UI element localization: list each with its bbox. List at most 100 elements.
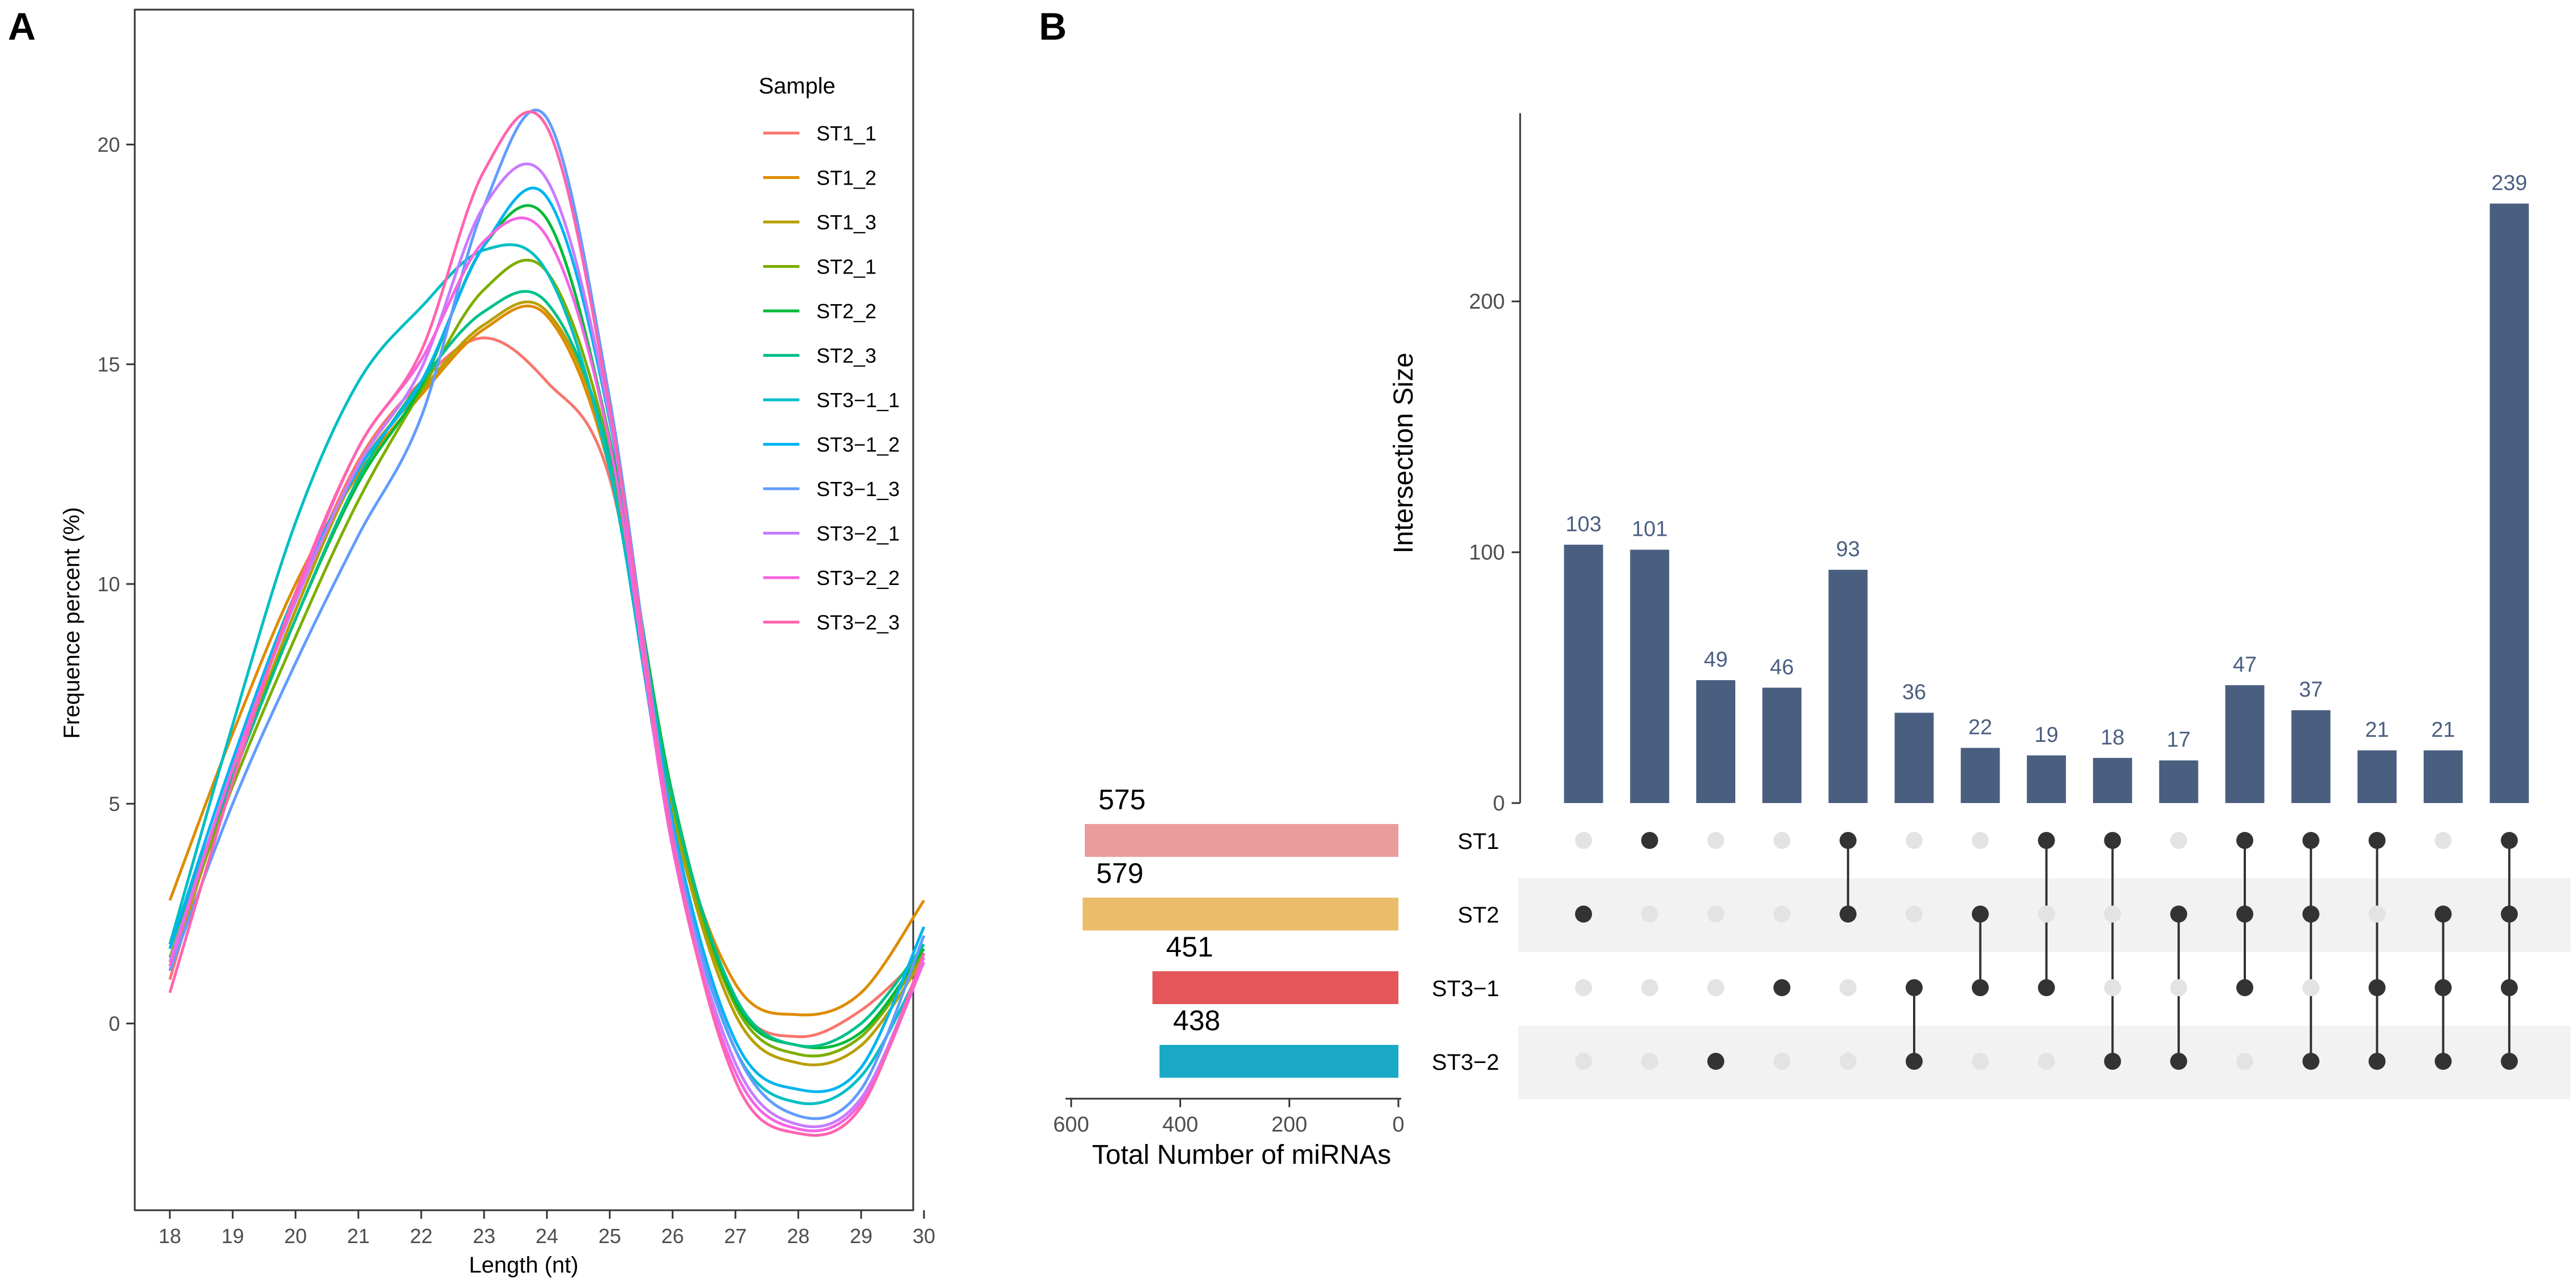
matrix-dot-filled: [1839, 906, 1857, 923]
set-size-value-label: 451: [1166, 931, 1213, 963]
matrix-dot-filled: [2302, 906, 2320, 923]
matrix-dot-empty: [1839, 979, 1857, 996]
intersection-value-label: 21: [2431, 718, 2455, 742]
intersection-value-label: 21: [2365, 718, 2389, 742]
matrix-dot-empty: [2170, 979, 2188, 996]
legend-entry: ST3−1_2: [816, 433, 900, 456]
plot-area: [134, 8, 914, 1211]
legend-entry: ST3−2_3: [816, 611, 900, 634]
matrix-dot-filled: [2170, 906, 2188, 923]
matrix-dot-empty: [1773, 906, 1791, 923]
matrix-dot-filled: [2434, 1053, 2452, 1070]
intersection-bar: [1762, 688, 1802, 803]
intersection-value-label: 103: [1565, 513, 1601, 536]
intersection-value-label: 19: [2034, 723, 2058, 747]
matrix-dot-empty: [1773, 1053, 1791, 1070]
matrix-dot-empty: [2104, 979, 2121, 996]
intersection-value-label: 101: [1632, 518, 1667, 541]
legend-entry: ST2_2: [816, 300, 876, 323]
matrix-dot-empty: [1641, 906, 1658, 923]
intersection-value-label: 49: [1704, 648, 1727, 672]
intersection-bar: [2357, 750, 2397, 803]
series-line-2: [168, 300, 926, 1066]
set-size-axis-label: Total Number of miRNAs: [1092, 1140, 1391, 1170]
matrix-dot-empty: [2236, 1053, 2253, 1070]
set-size-tick-label: 600: [1053, 1113, 1089, 1137]
matrix-dot-filled: [2302, 832, 2320, 849]
matrix-dot-filled: [2104, 1053, 2121, 1070]
series-line-8: [168, 108, 926, 1120]
x-tick-label: 25: [598, 1224, 621, 1248]
matrix-dot-empty: [1707, 832, 1725, 849]
matrix-dot-filled: [2434, 979, 2452, 996]
intersection-bar: [1564, 544, 1603, 803]
matrix-dot-filled: [2236, 979, 2253, 996]
legend-entry: ST2_3: [816, 344, 876, 368]
set-size-bar: [1082, 898, 1398, 930]
legend-entry: ST3−1_3: [816, 477, 900, 501]
matrix-dot-filled: [2038, 832, 2055, 849]
matrix-dot-filled: [2104, 832, 2121, 849]
matrix-dot-filled: [2368, 979, 2386, 996]
legend-entry: ST2_1: [816, 255, 876, 279]
intersection-bars: 103 101 49 46 93 36 22 19 18 17 47 37 21 21 239: [1564, 171, 2529, 803]
set-size-tick-label: 0: [1392, 1113, 1404, 1137]
legend-entry: ST1_3: [816, 211, 876, 234]
intersection-axis-label: Intersection Size: [1389, 353, 1419, 554]
series-line-6: [168, 243, 926, 1105]
matrix-dot-filled: [2170, 1053, 2188, 1070]
matrix-dot-empty: [1906, 906, 1923, 923]
intersection-matrix: [1575, 832, 2518, 1070]
matrix-dot-filled: [2236, 906, 2253, 923]
x-tick-label: 19: [221, 1224, 244, 1248]
x-tick-label: 18: [159, 1224, 181, 1248]
x-tick-label: 20: [284, 1224, 307, 1248]
set-size-bars: 575 579 451 438 600 400 200 0: [1053, 784, 1404, 1137]
matrix-dot-empty: [1575, 832, 1592, 849]
matrix-dot-empty: [1707, 906, 1725, 923]
set-size-bar: [1085, 824, 1398, 857]
matrix-dot-filled: [2501, 906, 2518, 923]
intersection-value-label: 47: [2233, 653, 2257, 677]
x-tick-label: 27: [724, 1224, 747, 1248]
intersection-value-label: 46: [1770, 655, 1794, 679]
matrix-dot-empty: [1906, 832, 1923, 849]
intersection-tick-label: 0: [1493, 792, 1505, 816]
matrix-dot-empty: [1575, 1053, 1592, 1070]
matrix-dot-empty: [2302, 979, 2320, 996]
y-axis: 0 5 10 15 20: [97, 133, 135, 1035]
set-size-value-label: 438: [1173, 1005, 1220, 1036]
series-line-5: [168, 290, 925, 1048]
x-tick-label: 28: [787, 1224, 810, 1248]
intersection-bar: [1696, 680, 1736, 803]
matrix-dot-empty: [1971, 1053, 1989, 1070]
matrix-dot-filled: [2236, 832, 2253, 849]
intersection-bar: [1961, 748, 2000, 803]
set-size-value-label: 575: [1098, 784, 1145, 816]
matrix-dot-empty: [2434, 832, 2452, 849]
panel-a-label: A: [8, 5, 36, 48]
matrix-dot-filled: [2368, 1053, 2386, 1070]
x-tick-label: 26: [661, 1224, 684, 1248]
matrix-dot-empty: [1641, 1053, 1658, 1070]
x-axis-label: Length (nt): [469, 1253, 578, 1278]
set-size-tick-label: 200: [1272, 1113, 1307, 1137]
legend-entry: ST1_1: [816, 122, 876, 145]
x-tick-label: 22: [410, 1224, 433, 1248]
panel-b-label: B: [1039, 5, 1067, 48]
upset-panel-b: 103 101 49 46 93 36 22 19 18 17 47 37 21 21 239 0 100 20…: [1053, 113, 2570, 1170]
matrix-dot-filled: [2302, 1053, 2320, 1070]
intersection-bar: [2027, 755, 2066, 803]
matrix-dot-filled: [1971, 979, 1989, 996]
legend-entry: ST3−2_1: [816, 522, 900, 545]
y-tick-label: 10: [97, 573, 120, 596]
matrix-dot-empty: [1971, 832, 1989, 849]
series-line-1: [168, 304, 926, 1017]
legend-title: Sample: [759, 74, 836, 99]
matrix-dot-filled: [1707, 1053, 1725, 1070]
matrix-dot-filled: [2368, 832, 2386, 849]
matrix-dot-empty: [1707, 979, 1725, 996]
x-axis: 18 19 20 21 22 23 24 25 26 27 28 29 30: [159, 1210, 935, 1248]
matrix-dot-filled: [1906, 1053, 1923, 1070]
